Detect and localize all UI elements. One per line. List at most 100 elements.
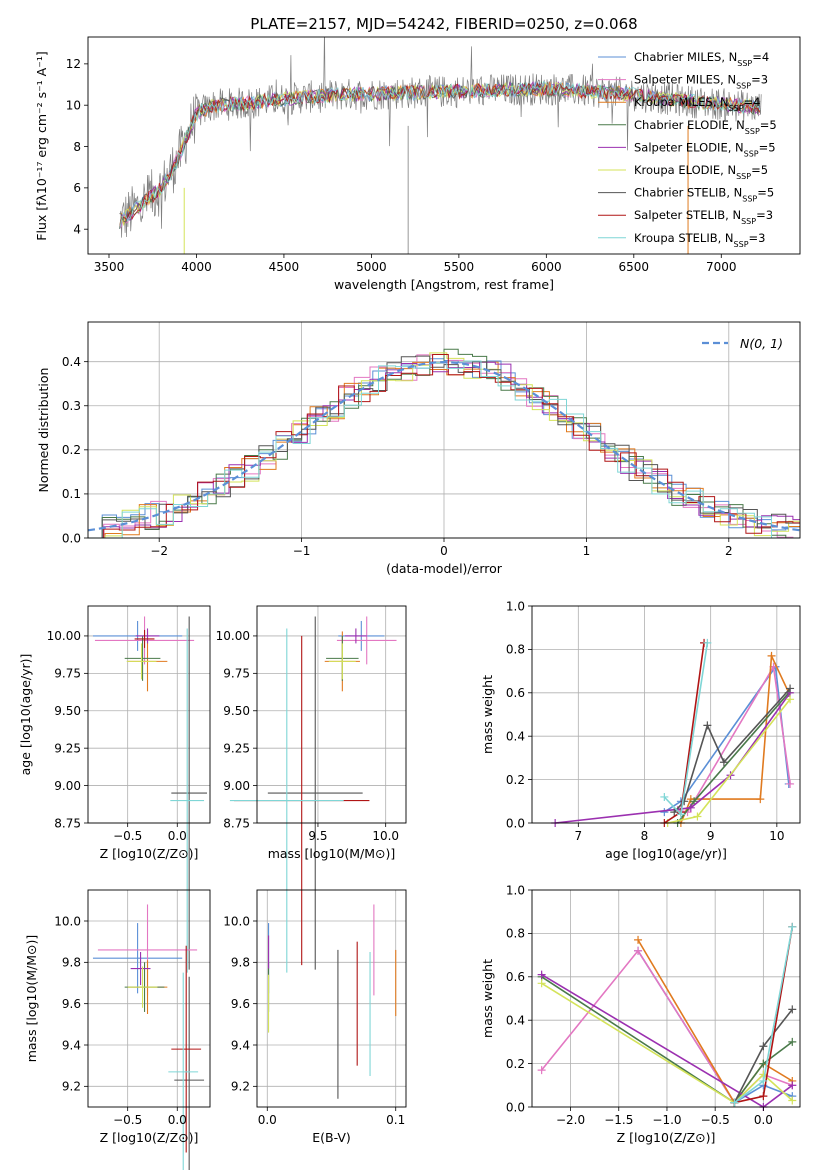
y-tick-label: 0.4: [506, 1014, 525, 1028]
y-tick-label: 9.50: [223, 704, 250, 718]
y-tick-label: 9.2: [231, 1080, 250, 1094]
y-tick-label: 0.6: [506, 686, 525, 700]
legend-entry: Salpeter ELODIE, NSSP=5: [634, 140, 776, 158]
x-tick-label: −1.0: [652, 1113, 681, 1127]
weight-marker: [767, 651, 776, 660]
weight-marker: [788, 1081, 797, 1090]
weight-marker: [537, 1066, 546, 1075]
x-tick-label: 2: [725, 544, 733, 558]
y-axis-label: mass weight: [480, 959, 495, 1038]
legend-value: =5: [757, 186, 774, 200]
y-tick-label: 0.2: [62, 443, 81, 457]
x-tick-label: −0.5: [113, 1113, 142, 1127]
y-tick-label: 10: [66, 99, 81, 113]
x-tick-label: 6000: [531, 260, 562, 274]
y-axis-label: Flux [fλ10⁻¹⁷ erg cm⁻² s⁻¹ A⁻¹]: [34, 51, 49, 240]
weight-marker: [788, 1096, 797, 1105]
axes-frame: [531, 889, 801, 1108]
legend-label: Kroupa STELIB, N: [634, 231, 734, 245]
y-tick-label: 9.75: [223, 667, 250, 681]
y-tick-label: 9.4: [62, 1038, 81, 1052]
histogram-chabrier-elodie: [88, 348, 800, 539]
y-tick-label: 9.6: [62, 997, 81, 1011]
x-tick-label: 7: [575, 829, 583, 843]
weight-marker: [703, 638, 712, 647]
weight-marker: [788, 922, 797, 931]
histograms: [88, 348, 800, 539]
y-tick-label: 9.4: [231, 1038, 250, 1052]
legend-entry: Salpeter MILES, NSSP=3: [634, 73, 768, 91]
y-tick-label: 8.75: [223, 816, 250, 830]
x-tick-label: 4500: [269, 260, 300, 274]
weight-marker: [719, 758, 728, 767]
legend-subscript: SSP: [742, 194, 757, 203]
legend-value: =5: [759, 140, 776, 154]
x-tick-label: 0.0: [168, 1113, 187, 1127]
weight-marker: [786, 695, 795, 704]
y-axis-label: age [log10(age/yr)]: [18, 654, 33, 776]
axes-frame: [87, 605, 211, 824]
legend-value: =4: [752, 50, 769, 64]
axes-frame: [256, 605, 407, 824]
y-tick-label: 9.25: [54, 741, 81, 755]
y-tick-label: 9.50: [54, 704, 81, 718]
weight-marker: [759, 1092, 768, 1101]
weight-marker: [730, 1098, 739, 1107]
x-tick-label: −0.5: [113, 829, 142, 843]
y-tick-label: 0.3: [62, 399, 81, 413]
weight-marker: [786, 779, 795, 788]
y-tick-label: 9.25: [223, 741, 250, 755]
y-tick-label: 0.2: [506, 773, 525, 787]
weight-line: [673, 687, 791, 813]
weight-marker: [756, 795, 765, 804]
legend-label: Salpeter ELODIE, N: [634, 140, 744, 154]
x-axis-label: Z [log10(Z/Z⊙)]: [100, 1130, 199, 1145]
weight-line: [663, 664, 790, 813]
x-tick-label: −1.5: [604, 1113, 633, 1127]
y-tick-label: 9.8: [62, 956, 81, 970]
x-tick-label: 9.5: [308, 829, 327, 843]
model-spectrum: [119, 81, 761, 229]
x-tick-label: 10.0: [372, 829, 399, 843]
legend-entry: Salpeter STELIB, NSSP=3: [634, 208, 773, 226]
x-tick-label: −2.0: [556, 1113, 585, 1127]
legend-subscript: SSP: [729, 104, 744, 113]
y-tick-label: 0.2: [506, 1057, 525, 1071]
y-tick-label: 12: [66, 57, 81, 71]
x-tick-label: 3500: [94, 260, 125, 274]
axes-frame: [87, 36, 801, 255]
legend-subscript: SSP: [744, 149, 759, 158]
model-spectrum: [119, 82, 761, 229]
weight-line: [677, 664, 791, 814]
y-tick-label: 10.0: [223, 914, 250, 928]
legend-label: Chabrier ELODIE, N: [634, 118, 745, 132]
x-tick-label: 0.0: [258, 1113, 277, 1127]
legend-label: Salpeter STELIB, N: [634, 208, 741, 222]
x-tick-label: 5000: [356, 260, 387, 274]
weight-marker: [676, 810, 685, 819]
legend-entry: Chabrier MILES, NSSP=4: [634, 50, 769, 68]
y-tick-label: 8.75: [54, 816, 81, 830]
x-tick-label: 0.0: [754, 1113, 773, 1127]
weight-marker: [693, 812, 702, 821]
legend-label: Salpeter MILES, N: [634, 73, 736, 87]
x-tick-label: 7000: [706, 260, 737, 274]
weight-marker: [660, 792, 669, 801]
chart-title: PLATE=2157, MJD=54242, FIBERID=0250, z=0…: [250, 15, 637, 33]
weight-marker: [660, 808, 669, 817]
weight-marker: [703, 721, 712, 730]
y-tick-label: 9.6: [231, 997, 250, 1011]
y-tick-label: 4: [73, 223, 81, 237]
x-axis-label: (data-model)/error: [386, 561, 503, 576]
weight-marker: [690, 797, 699, 806]
y-tick-label: 10.0: [54, 914, 81, 928]
y-tick-label: 0.8: [506, 643, 525, 657]
legend-entry: Chabrier STELIB, NSSP=5: [634, 186, 774, 204]
y-tick-label: 0.6: [506, 970, 525, 984]
axes-frame: [256, 889, 407, 1108]
x-tick-label: 0: [440, 544, 448, 558]
x-tick-label: 6500: [619, 260, 650, 274]
x-tick-label: 5500: [444, 260, 475, 274]
weight-marker: [686, 803, 695, 812]
y-tick-label: 9.00: [54, 779, 81, 793]
